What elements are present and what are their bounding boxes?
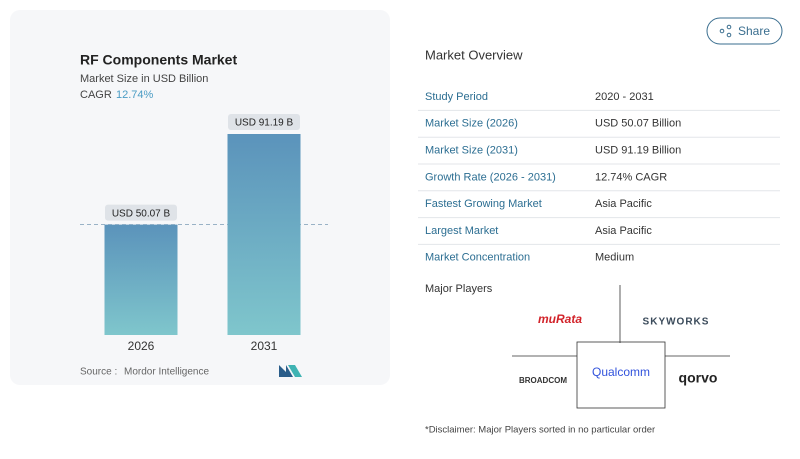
share-icon bbox=[726, 32, 732, 38]
cagr-label: CAGR bbox=[80, 89, 112, 101]
disclaimer: *Disclaimer: Major Players sorted in no … bbox=[425, 425, 655, 436]
player-logo: muRata bbox=[538, 312, 582, 326]
overview-table: Study Period 2020 - 2031 Market Size (2026… bbox=[418, 91, 780, 264]
cagr-value: 12.74% bbox=[116, 89, 154, 101]
value-label: USD 91.19 B bbox=[235, 118, 294, 129]
row-value: USD 91.19 Billion bbox=[595, 145, 681, 157]
row-label: Fastest Growing Market bbox=[425, 198, 542, 210]
players-grid bbox=[512, 285, 730, 409]
chart-subtitle: Market Size in USD Billion bbox=[80, 73, 208, 85]
row-label: Market Size (2031) bbox=[425, 145, 518, 157]
row-value: 2020 - 2031 bbox=[595, 91, 654, 103]
row-value: Asia Pacific bbox=[595, 198, 652, 210]
players-title: Major Players bbox=[425, 283, 493, 295]
row-label: Market Size (2026) bbox=[425, 118, 518, 130]
player-logo: qorvo bbox=[679, 370, 718, 386]
source-name: Mordor Intelligence bbox=[124, 367, 209, 378]
share-label[interactable]: Share bbox=[738, 24, 770, 38]
share-outline[interactable] bbox=[706, 17, 783, 45]
x-tick-label: 2031 bbox=[251, 339, 278, 353]
source-label: Source : bbox=[80, 367, 117, 378]
row-value: USD 50.07 Billion bbox=[595, 118, 681, 130]
row-label: Market Concentration bbox=[425, 252, 530, 264]
logo-shape bbox=[279, 365, 293, 377]
share-button[interactable]: Share bbox=[706, 17, 783, 45]
brand-logo bbox=[279, 365, 302, 377]
logo-shape bbox=[288, 365, 302, 377]
row-label: Growth Rate (2026 - 2031) bbox=[425, 171, 556, 183]
player-logo: BROADCOM bbox=[519, 376, 567, 385]
bar bbox=[227, 134, 301, 335]
share-icon bbox=[719, 28, 725, 34]
row-label: Study Period bbox=[425, 91, 488, 103]
row-label: Largest Market bbox=[425, 225, 498, 237]
value-label: USD 50.07 B bbox=[112, 208, 171, 219]
divider-box bbox=[576, 341, 666, 409]
bar bbox=[104, 224, 178, 335]
overview-title: Market Overview bbox=[425, 47, 523, 62]
row-value: Medium bbox=[595, 252, 634, 264]
value-label-box bbox=[105, 204, 177, 221]
row-value: 12.74% CAGR bbox=[595, 171, 667, 183]
row-value: Asia Pacific bbox=[595, 225, 652, 237]
player-logo: SKYWORKS bbox=[643, 317, 710, 328]
player-logo: Qualcomm bbox=[592, 365, 650, 379]
share-icon bbox=[726, 24, 732, 30]
value-label-box bbox=[228, 114, 300, 130]
chart-title: RF Components Market bbox=[80, 52, 237, 68]
x-tick-label: 2026 bbox=[128, 339, 155, 353]
